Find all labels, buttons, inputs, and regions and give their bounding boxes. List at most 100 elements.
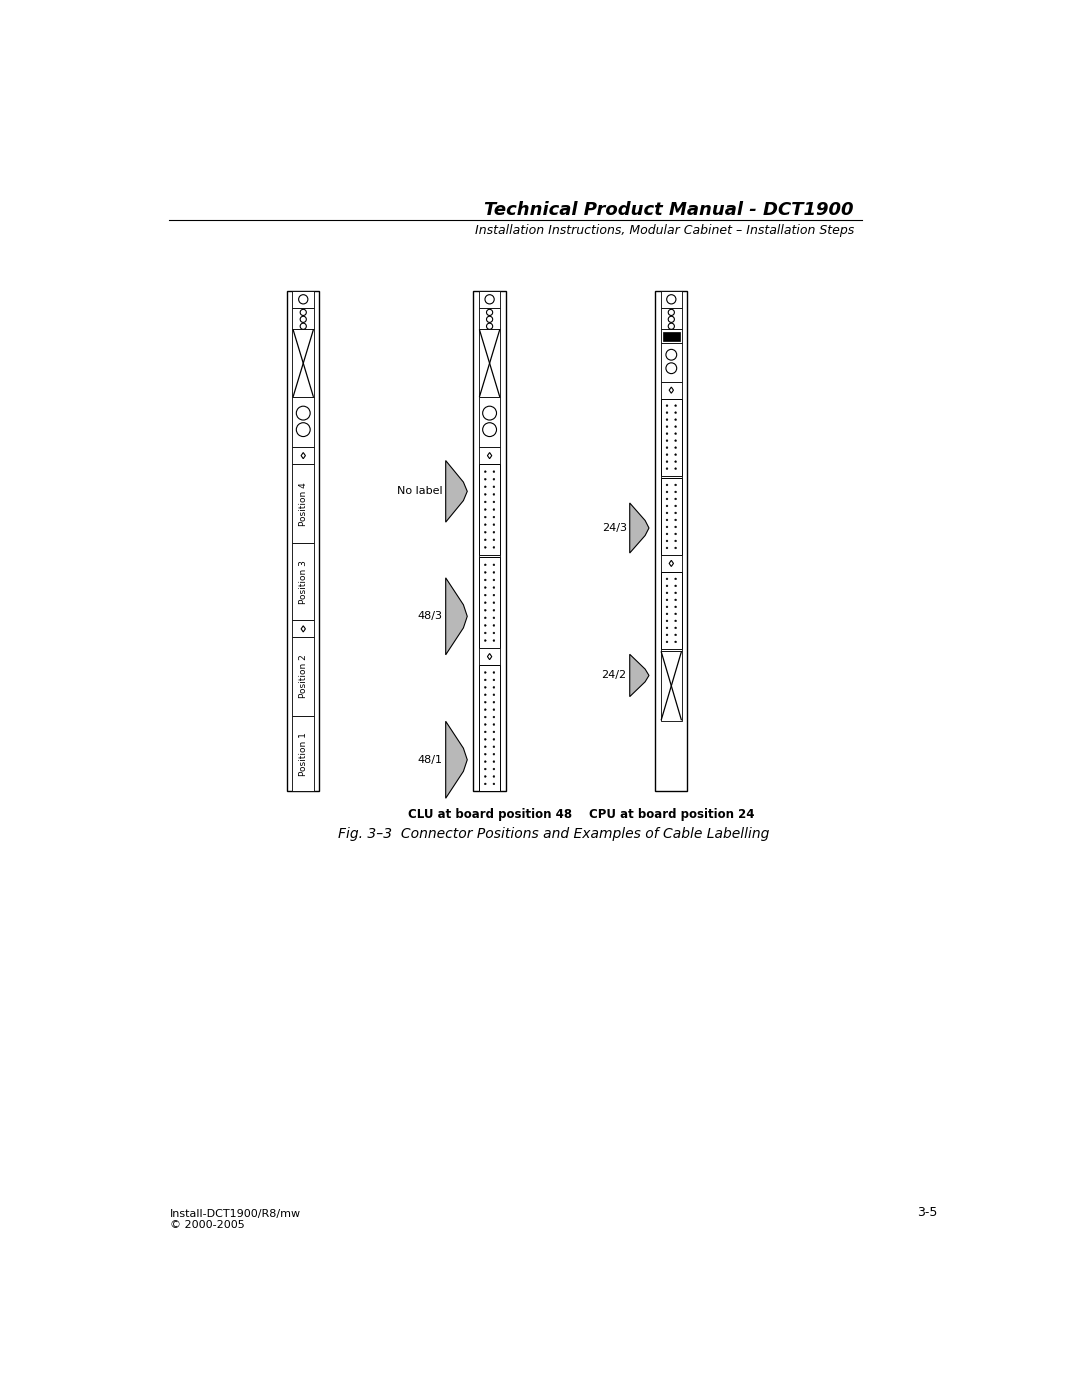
Circle shape (666, 419, 667, 420)
Text: CPU at board position 24: CPU at board position 24 (589, 809, 754, 821)
Circle shape (492, 502, 495, 503)
Circle shape (666, 506, 667, 507)
Circle shape (492, 640, 495, 641)
Polygon shape (487, 453, 491, 458)
Circle shape (492, 731, 495, 733)
Bar (661, 475, 683, 478)
Circle shape (666, 641, 667, 643)
Circle shape (484, 486, 486, 488)
Circle shape (484, 493, 486, 496)
Circle shape (492, 746, 495, 747)
Polygon shape (630, 654, 649, 697)
Circle shape (484, 471, 486, 472)
Circle shape (484, 578, 486, 581)
Circle shape (492, 686, 495, 689)
Text: Install-DCT1900/R8/mw
© 2000-2005: Install-DCT1900/R8/mw © 2000-2005 (170, 1208, 301, 1231)
Circle shape (492, 624, 495, 626)
Bar (661, 291, 683, 307)
Circle shape (666, 527, 667, 528)
Circle shape (675, 599, 676, 601)
Circle shape (675, 440, 676, 441)
Bar (293, 330, 314, 397)
Circle shape (484, 539, 486, 541)
Circle shape (492, 493, 495, 496)
Polygon shape (630, 503, 649, 553)
Bar (478, 557, 500, 648)
Circle shape (666, 541, 667, 542)
Circle shape (492, 679, 495, 680)
Bar (293, 715, 314, 791)
Text: Position 3: Position 3 (299, 560, 308, 604)
Circle shape (492, 609, 495, 610)
Circle shape (666, 578, 667, 580)
Circle shape (486, 316, 492, 323)
Circle shape (492, 701, 495, 703)
Circle shape (666, 363, 677, 373)
Bar (661, 651, 683, 721)
Circle shape (669, 316, 674, 323)
Bar (478, 464, 500, 555)
Circle shape (492, 471, 495, 472)
Circle shape (675, 641, 676, 643)
Circle shape (675, 513, 676, 514)
Circle shape (675, 541, 676, 542)
Circle shape (492, 602, 495, 604)
Circle shape (484, 739, 486, 740)
Circle shape (675, 620, 676, 622)
Polygon shape (446, 721, 468, 798)
Circle shape (675, 585, 676, 587)
Circle shape (486, 309, 492, 316)
Bar (661, 571, 683, 648)
Bar (478, 447, 500, 464)
Circle shape (484, 761, 486, 763)
Bar (478, 307, 500, 330)
Circle shape (666, 440, 667, 441)
Circle shape (666, 295, 676, 305)
Circle shape (484, 631, 486, 634)
Circle shape (492, 631, 495, 634)
Bar (478, 665, 500, 791)
Circle shape (666, 468, 667, 469)
Circle shape (666, 483, 667, 486)
Circle shape (666, 513, 667, 514)
Circle shape (666, 454, 667, 455)
Circle shape (484, 602, 486, 604)
Circle shape (666, 520, 667, 521)
Bar (293, 543, 314, 620)
Circle shape (666, 627, 667, 629)
Bar (293, 637, 314, 715)
Bar (663, 331, 679, 341)
Circle shape (492, 717, 495, 718)
Circle shape (492, 775, 495, 777)
Bar (478, 291, 500, 307)
Circle shape (299, 295, 308, 305)
Circle shape (492, 768, 495, 770)
Circle shape (483, 407, 497, 420)
Circle shape (492, 564, 495, 566)
Bar (293, 397, 314, 447)
Bar (473, 291, 505, 791)
Circle shape (484, 672, 486, 673)
Circle shape (666, 447, 667, 448)
Circle shape (666, 490, 667, 493)
Circle shape (484, 531, 486, 534)
Circle shape (675, 548, 676, 549)
Circle shape (666, 613, 667, 615)
Circle shape (300, 323, 307, 330)
Circle shape (666, 634, 667, 636)
Circle shape (675, 497, 676, 500)
Text: 24/3: 24/3 (602, 522, 626, 534)
Circle shape (484, 731, 486, 733)
Circle shape (492, 546, 495, 548)
Polygon shape (446, 578, 468, 655)
Circle shape (484, 724, 486, 725)
Circle shape (675, 454, 676, 455)
Circle shape (666, 349, 677, 360)
Circle shape (300, 316, 307, 323)
Circle shape (669, 309, 674, 316)
Circle shape (483, 423, 497, 437)
Bar (293, 291, 314, 307)
Circle shape (484, 478, 486, 481)
Bar (293, 307, 314, 330)
Bar (661, 478, 683, 555)
